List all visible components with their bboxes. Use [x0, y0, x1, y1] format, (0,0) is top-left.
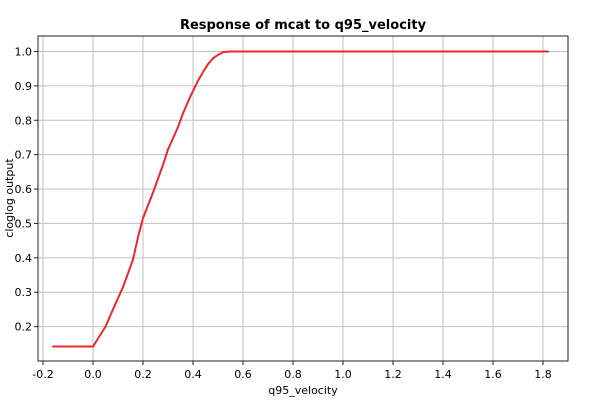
x-tick-label: 1.8 [534, 368, 552, 381]
y-tick-label: 0.2 [15, 321, 33, 334]
plot-frame [37, 35, 569, 362]
response-curve-line [52, 50, 549, 348]
x-tick-label: 1.2 [384, 368, 402, 381]
x-tick-label: 0.8 [284, 368, 302, 381]
chart-title: Response of mcat to q95_velocity [180, 18, 427, 33]
y-tick-label: 0.8 [15, 114, 33, 127]
y-tick-label: 0.6 [15, 183, 33, 196]
y-tick-label: 0.4 [15, 252, 33, 265]
x-tick-label: 1.0 [334, 368, 352, 381]
y-tick-label: 0.3 [15, 286, 33, 299]
x-tick-label: 0.2 [134, 368, 152, 381]
x-tick-label: 1.4 [434, 368, 452, 381]
grid-layer [38, 36, 568, 361]
x-axis-label: q95_velocity [268, 384, 338, 397]
y-tick-label: 0.9 [15, 80, 33, 93]
y-tick-label: 1.0 [15, 45, 33, 58]
x-tick-label: -0.2 [32, 368, 53, 381]
plot-area [38, 36, 568, 361]
tick-layer: -0.2 0.0 0.2 0.4 0.6 0.8 1.0 1.2 1.4 1.6 1.8 0.2 0.3… [15, 45, 552, 381]
x-tick-label: 0.0 [84, 368, 102, 381]
y-tick-label: 0.5 [15, 217, 33, 230]
x-tick-label: 0.4 [184, 368, 202, 381]
x-tick-label: 1.6 [484, 368, 502, 381]
y-axis-label: cloglog output [3, 158, 16, 238]
x-tick-label: 0.6 [234, 368, 252, 381]
series-layer [52, 50, 549, 348]
y-tick-label: 0.7 [15, 149, 33, 162]
